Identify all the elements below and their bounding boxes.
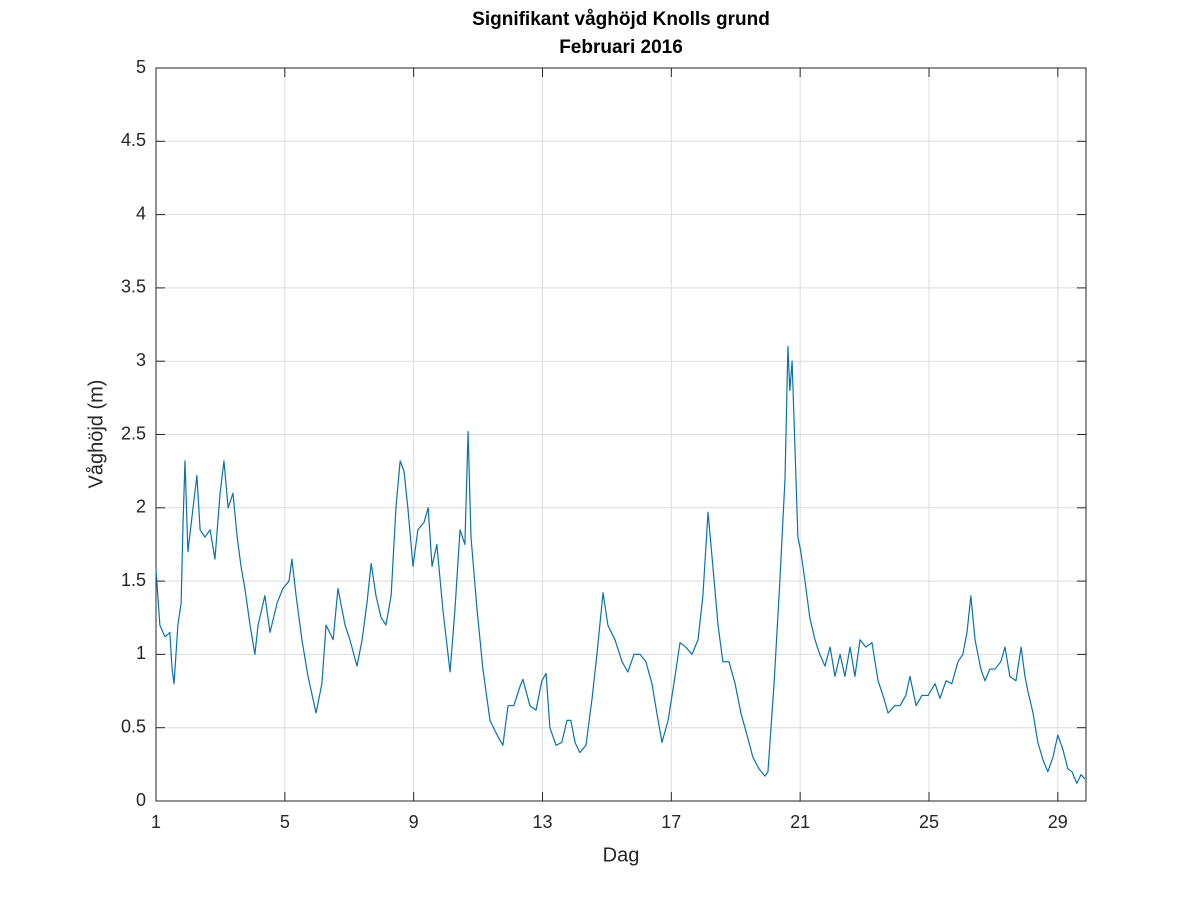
plot-frame (155, 67, 1087, 802)
y-tick-label: 0.5 (121, 716, 146, 736)
y-tick-label: 1 (136, 643, 146, 663)
x-tick-label: 5 (280, 812, 290, 832)
x-tick-label: 9 (409, 812, 419, 832)
y-tick-label: 5 (136, 57, 146, 77)
x-tick-label: 13 (532, 812, 552, 832)
y-tick-label: 3 (136, 350, 146, 370)
data-line (155, 345, 1086, 785)
y-axis-label: Våghöjd (m) (85, 380, 107, 489)
y-tick-label: 1.5 (121, 570, 146, 590)
x-axis-label: Dag (603, 844, 640, 866)
chart-title: Signifikant våghöjd Knolls grund (472, 9, 770, 30)
y-tick-label: 0 (136, 790, 146, 810)
x-tick-label: 25 (919, 812, 939, 832)
x-tick-label: 21 (790, 812, 810, 832)
x-tick-label: 1 (151, 812, 161, 832)
x-tick-label: 29 (1048, 812, 1068, 832)
chart-subtitle: Februari 2016 (559, 37, 683, 58)
y-tick-label: 4.5 (121, 130, 146, 150)
y-tick-label: 2 (136, 497, 146, 517)
y-tick-label: 4 (136, 203, 146, 223)
y-tick-label: 2.5 (121, 423, 146, 443)
x-tick-label: 17 (661, 812, 681, 832)
y-tick-label: 3.5 (121, 277, 146, 297)
